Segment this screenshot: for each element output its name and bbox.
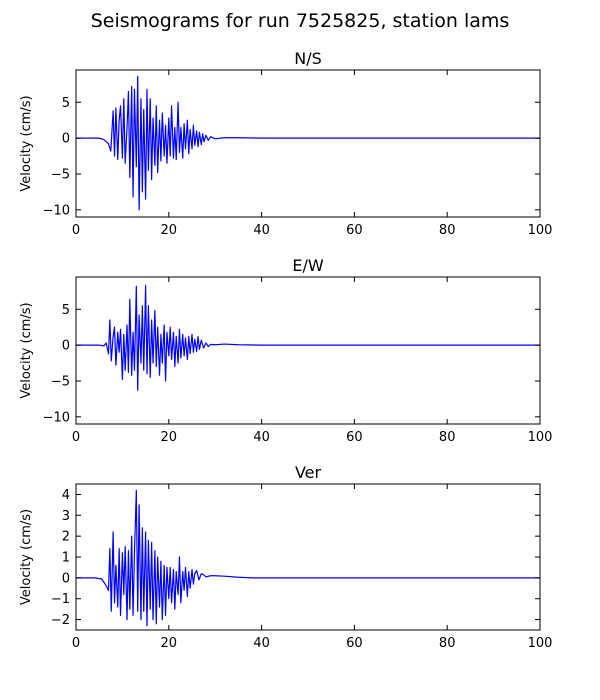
ew-y-tick-label: −10 — [43, 410, 70, 425]
ns-y-tick-label: 0 — [62, 132, 70, 147]
ver-y-axis-label: Velocity (cm/s) — [19, 509, 34, 605]
ver-x-tick-label: 0 — [72, 636, 80, 651]
ew-x-tick-label: 0 — [72, 430, 80, 445]
ew-axes-frame — [75, 276, 541, 425]
ver-y-tick-label: 0 — [62, 571, 70, 586]
ew-x-tick-label: 80 — [439, 430, 456, 445]
ns-x-tick-label: 0 — [72, 223, 80, 238]
ns-y-tick-label: 5 — [62, 96, 70, 111]
ew-x-tick-label: 40 — [253, 430, 270, 445]
ver-y-tick-label: 4 — [62, 488, 70, 503]
ew-y-tick-label: −5 — [51, 374, 70, 389]
ew-x-tick-label: 100 — [528, 430, 553, 445]
ew-panel-title: E/W — [292, 256, 324, 275]
panel-ew: E/W Velocity (cm/s) 0 20 40 60 80 100 −10 −5 0 5 — [19, 256, 552, 445]
ew-velocity-trace — [76, 285, 540, 391]
ns-x-tick-label: 60 — [346, 223, 363, 238]
ns-x-tick-label: 80 — [439, 223, 456, 238]
ver-y-tick-label: −2 — [51, 613, 70, 628]
ns-panel-title: N/S — [294, 49, 322, 68]
ns-x-tick-label: 20 — [161, 223, 178, 238]
ver-panel-title: Ver — [295, 463, 322, 482]
panel-ver: Ver Velocity (cm/s) 0 20 40 60 80 100 −2 −1 0 1 2 3 4 — [19, 463, 552, 651]
ew-y-tick-label: 0 — [62, 339, 70, 354]
ns-y-axis-label: Velocity (cm/s) — [19, 95, 34, 191]
ns-x-tick-label: 100 — [528, 223, 553, 238]
ver-x-tick-label: 40 — [253, 636, 270, 651]
ver-y-tick-label: 3 — [62, 509, 70, 524]
ver-velocity-trace — [76, 489, 540, 627]
ew-x-tick-label: 20 — [161, 430, 178, 445]
ver-x-tick-label: 80 — [439, 636, 456, 651]
figure-title: Seismograms for run 7525825, station lam… — [90, 10, 510, 32]
ew-y-tick-label: 5 — [62, 303, 70, 318]
ver-y-tick-label: 1 — [62, 551, 70, 566]
panel-ns: N/S Velocity (cm/s) 0 20 40 60 80 100 −10 −5 0 5 — [19, 49, 552, 238]
ns-y-tick-label: −5 — [51, 167, 70, 182]
ver-x-tick-label: 20 — [161, 636, 178, 651]
ns-axes-frame — [75, 69, 541, 218]
ew-x-tick-label: 60 — [346, 430, 363, 445]
ns-y-tick-label: −10 — [43, 203, 70, 218]
ver-y-tick-label: −1 — [51, 592, 70, 607]
ver-y-tick-label: 2 — [62, 530, 70, 545]
ver-x-tick-label: 60 — [346, 636, 363, 651]
ew-y-axis-label: Velocity (cm/s) — [19, 302, 34, 398]
ns-velocity-trace — [76, 75, 540, 211]
ver-x-tick-label: 100 — [528, 636, 553, 651]
ns-x-tick-label: 40 — [253, 223, 270, 238]
